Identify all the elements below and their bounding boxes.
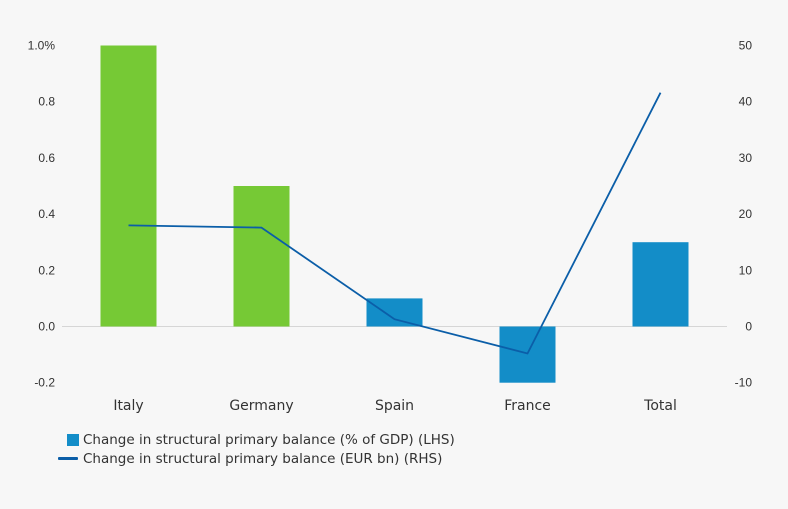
category-label: Italy bbox=[113, 398, 143, 414]
category-label: Spain bbox=[375, 398, 414, 414]
left-tick-label: 0.8 bbox=[38, 95, 55, 109]
right-axis: -10 0 10 20 30 40 50 bbox=[735, 39, 753, 390]
right-tick-label: 50 bbox=[739, 39, 753, 53]
left-tick-label: 1.0% bbox=[28, 39, 56, 53]
legend-line-icon bbox=[58, 457, 78, 460]
right-tick-label: 30 bbox=[739, 151, 753, 165]
legend-label: Change in structural primary balance (EU… bbox=[83, 450, 443, 467]
bar bbox=[100, 45, 157, 327]
left-tick-label: 0.6 bbox=[38, 151, 55, 165]
right-tick-label: 0 bbox=[745, 320, 752, 334]
left-axis: -0.2 0.0 0.2 0.4 0.6 0.8 1.0% bbox=[28, 39, 56, 390]
bar-series bbox=[100, 45, 689, 383]
legend: Change in structural primary balance (% … bbox=[58, 430, 455, 468]
legend-item-bar: Change in structural primary balance (% … bbox=[58, 430, 455, 449]
legend-label: Change in structural primary balance (% … bbox=[83, 431, 455, 448]
right-tick-label: 20 bbox=[739, 207, 753, 221]
bar bbox=[632, 242, 689, 327]
category-label: Total bbox=[643, 398, 677, 414]
bar bbox=[233, 186, 290, 327]
category-label: France bbox=[504, 398, 551, 414]
left-tick-label: 0.4 bbox=[38, 207, 55, 221]
legend-box-icon bbox=[67, 433, 79, 446]
category-label: Germany bbox=[229, 398, 293, 414]
line-series bbox=[128, 92, 662, 355]
left-tick-label: 0.2 bbox=[38, 263, 55, 277]
bar bbox=[499, 326, 556, 383]
right-tick-label: -10 bbox=[735, 376, 753, 390]
legend-item-line: Change in structural primary balance (EU… bbox=[58, 449, 455, 468]
right-tick-label: 40 bbox=[739, 95, 753, 109]
bar bbox=[366, 298, 423, 327]
category-axis: Italy Germany Spain France Total bbox=[113, 398, 677, 414]
left-tick-label: -0.2 bbox=[34, 376, 55, 390]
left-tick-label: 0.0 bbox=[38, 320, 55, 334]
right-tick-label: 10 bbox=[739, 263, 753, 277]
